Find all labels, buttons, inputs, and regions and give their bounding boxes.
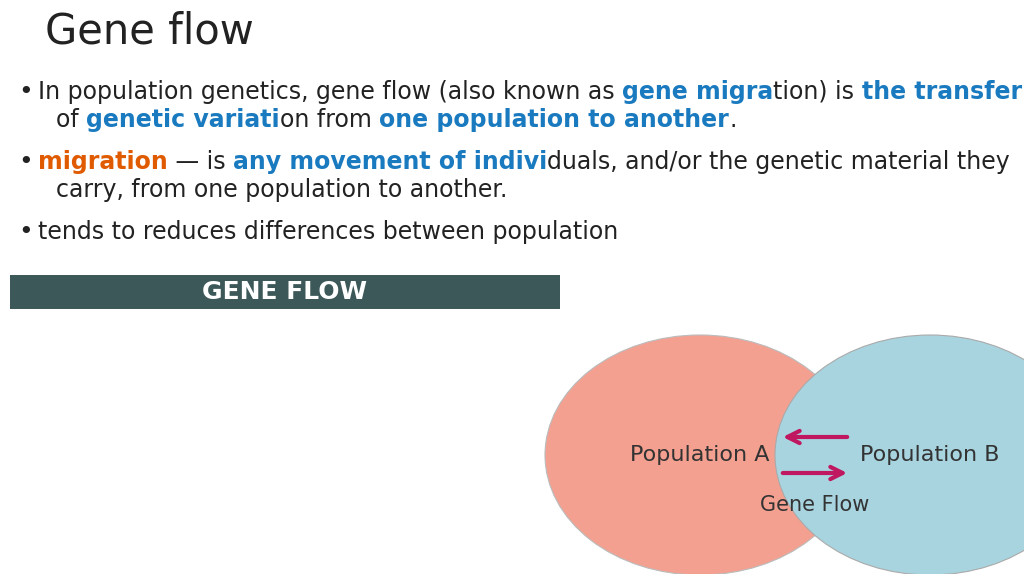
Text: Population B: Population B [860, 445, 999, 465]
Text: Gene flow: Gene flow [45, 10, 254, 52]
Text: the transfer: the transfer [862, 80, 1022, 104]
Text: •: • [18, 150, 33, 174]
Text: In population genetics, gene flow (also known as: In population genetics, gene flow (also … [38, 80, 623, 104]
Text: Gene Flow: Gene Flow [760, 495, 869, 515]
Text: on from: on from [280, 108, 379, 132]
Text: — is: — is [168, 150, 232, 174]
Ellipse shape [775, 335, 1024, 574]
Text: any movement of indivi: any movement of indivi [232, 150, 547, 174]
Text: duals, and/or the genetic material they: duals, and/or the genetic material they [547, 150, 1010, 174]
Text: gene migra: gene migra [623, 80, 773, 104]
Text: .: . [729, 108, 736, 132]
Text: •: • [18, 80, 33, 104]
Text: of: of [56, 108, 86, 132]
Ellipse shape [545, 335, 855, 574]
Text: tends to reduces differences between population: tends to reduces differences between pop… [38, 220, 618, 244]
Text: Population A: Population A [630, 445, 770, 465]
Text: one population to another: one population to another [379, 108, 729, 132]
Text: GENE FLOW: GENE FLOW [203, 280, 368, 304]
Text: carry, from one population to another.: carry, from one population to another. [56, 178, 507, 202]
Text: •: • [18, 220, 33, 244]
Text: tion) is: tion) is [773, 80, 862, 104]
Text: genetic variati: genetic variati [86, 108, 280, 132]
Bar [10, 275, 560, 309]
Text: migration: migration [38, 150, 168, 174]
